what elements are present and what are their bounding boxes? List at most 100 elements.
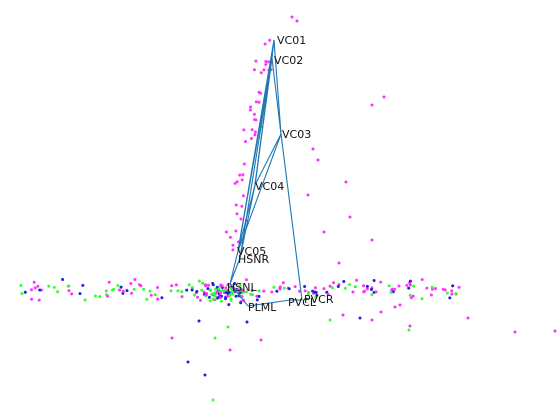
scatter-point xyxy=(295,19,299,23)
scatter-point xyxy=(195,290,199,293)
scatter-point xyxy=(420,278,424,281)
scatter-point xyxy=(253,118,257,122)
scatter-point xyxy=(353,285,357,289)
scatter-point xyxy=(248,108,252,112)
scatter-point xyxy=(38,288,42,292)
scatter-point xyxy=(255,294,259,298)
scatter-point xyxy=(448,296,452,300)
scatter-point xyxy=(343,286,347,290)
scatter-point xyxy=(370,238,374,242)
node-label-vc05: VC05 xyxy=(237,245,266,258)
scatter-point xyxy=(429,293,433,297)
scatter-point xyxy=(215,290,219,294)
scatter-point xyxy=(262,289,266,293)
scatter-point xyxy=(239,217,243,221)
scatter-point xyxy=(365,287,369,291)
scatter-point xyxy=(98,295,102,299)
scatter-point xyxy=(208,288,212,292)
scatter-point xyxy=(94,294,97,298)
scatter-point xyxy=(450,289,454,293)
scatter-point xyxy=(393,305,397,309)
scatter-point xyxy=(382,95,386,99)
node-label-vc02: VC02 xyxy=(274,54,303,67)
scatter-point xyxy=(231,248,235,252)
scatter-point xyxy=(328,284,332,288)
scatter-point xyxy=(365,284,369,288)
scatter-point xyxy=(203,373,207,377)
scatter-point xyxy=(250,128,254,132)
scatter-point xyxy=(405,283,409,287)
scatter-point xyxy=(187,283,191,287)
scatter-point xyxy=(370,293,374,297)
scatter-point xyxy=(348,283,352,287)
scatter-point xyxy=(61,278,65,281)
node-label-pvcr: PVCR xyxy=(304,293,334,306)
scatter-point xyxy=(355,278,359,282)
scatter-point xyxy=(408,283,412,287)
scatter-point xyxy=(33,286,37,290)
scatter-point xyxy=(211,281,215,285)
scatter-point xyxy=(176,289,180,293)
scatter-point xyxy=(389,290,393,294)
scatter-point xyxy=(118,288,121,292)
scatter-point xyxy=(240,204,244,208)
scatter-point xyxy=(374,290,378,294)
node-label-vc04: VC04 xyxy=(255,180,284,193)
scatter-point xyxy=(213,336,217,340)
scatter-point xyxy=(267,60,270,64)
scatter-point xyxy=(336,285,340,288)
scatter-point xyxy=(363,289,366,293)
scatter-point xyxy=(37,298,41,302)
scatter-point xyxy=(190,288,194,292)
scatter-point xyxy=(270,290,274,294)
scatter-point xyxy=(268,38,272,42)
scatter-point xyxy=(234,294,238,298)
node-label-plml: PLML xyxy=(248,301,277,314)
scatter-point xyxy=(325,290,329,294)
scatter-point xyxy=(337,261,341,265)
scatter-point xyxy=(409,296,413,300)
scatter-point xyxy=(56,290,60,294)
scatter-point xyxy=(397,284,401,288)
scatter-point xyxy=(70,292,74,296)
scatter-point xyxy=(331,286,335,290)
scatter-point xyxy=(307,290,310,294)
scatter-point xyxy=(104,289,108,293)
scatter-point xyxy=(272,285,276,289)
scatter-point xyxy=(219,299,223,303)
scatter-point xyxy=(19,283,23,287)
scatter-point xyxy=(255,298,259,302)
scatter-point xyxy=(553,329,557,333)
scatter-point xyxy=(341,313,345,317)
scatter-point xyxy=(264,60,268,63)
scatter-point xyxy=(358,316,362,320)
scatter-point xyxy=(314,295,318,299)
edge-vc05-hsnl xyxy=(229,250,239,285)
scatter-point xyxy=(36,284,40,288)
scatter-point xyxy=(185,288,189,292)
edge-vc02-hsnr xyxy=(239,57,273,259)
scatter-point xyxy=(233,181,237,185)
scatter-point xyxy=(30,288,33,292)
scatter-point xyxy=(249,292,253,296)
scatter-point xyxy=(156,297,160,301)
scatter-point xyxy=(370,103,374,107)
scatter-point xyxy=(303,285,307,288)
scatter-point xyxy=(156,286,159,289)
scatter-point xyxy=(20,292,24,296)
scatter-point xyxy=(219,291,223,295)
scatter-point xyxy=(32,280,36,284)
scatter-point xyxy=(133,278,137,281)
scatter-point xyxy=(228,235,232,239)
scatter-point xyxy=(281,281,285,285)
scatter-point xyxy=(240,288,244,292)
scatter-points-layer xyxy=(19,15,557,402)
scatter-point xyxy=(203,283,207,287)
scatter-point xyxy=(196,295,200,299)
scatter-point xyxy=(264,63,268,66)
scatter-point xyxy=(348,215,352,219)
scatter-point xyxy=(244,140,247,143)
scatter-point xyxy=(153,293,157,297)
scatter-point xyxy=(344,180,348,184)
